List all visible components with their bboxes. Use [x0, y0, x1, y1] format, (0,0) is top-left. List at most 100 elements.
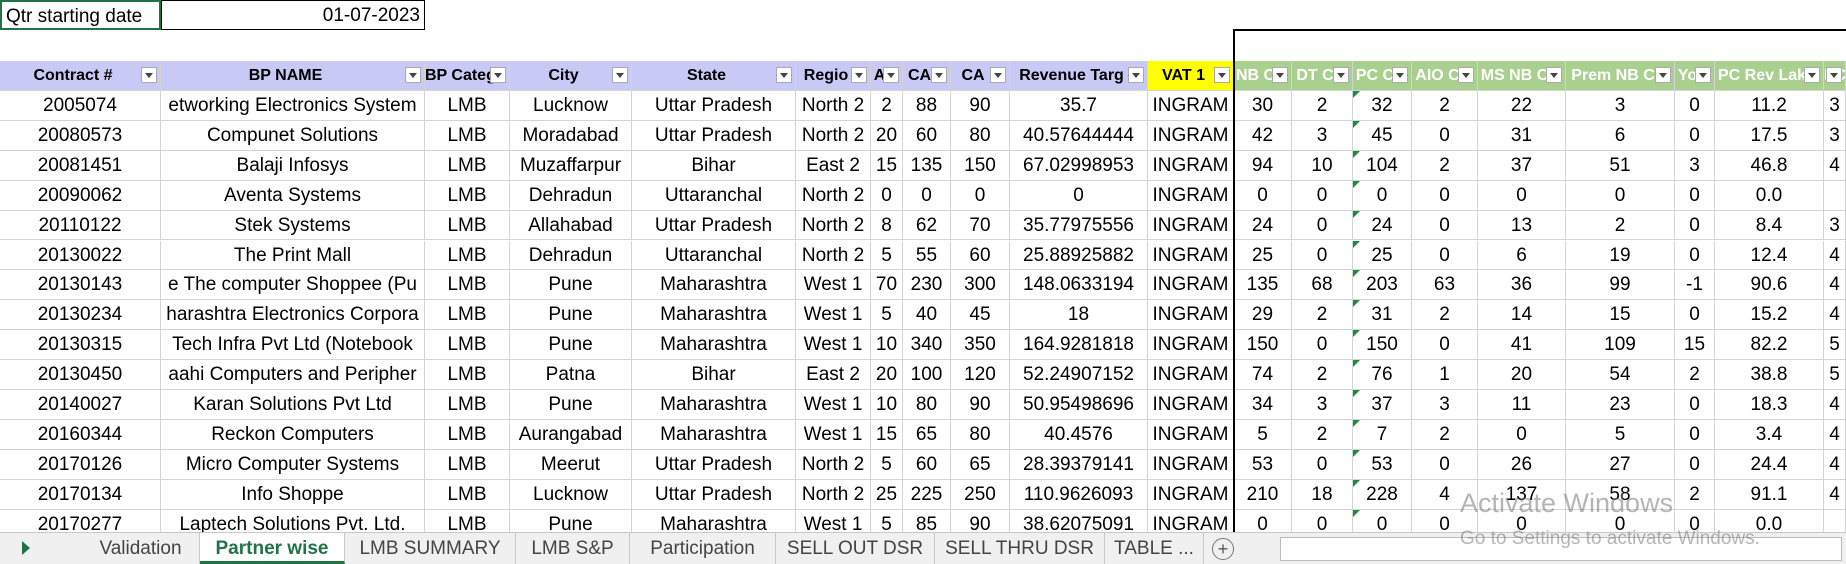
- cell[interactable]: 22: [1478, 91, 1566, 121]
- cell[interactable]: 0: [1675, 180, 1715, 211]
- cell[interactable]: 300: [951, 270, 1010, 301]
- cell[interactable]: North 2: [796, 180, 871, 211]
- cell[interactable]: 82.2: [1715, 330, 1824, 361]
- cell[interactable]: 65: [951, 449, 1010, 480]
- cell[interactable]: 15: [1675, 330, 1715, 361]
- cell[interactable]: 0: [1675, 509, 1715, 532]
- cell[interactable]: Maharashtra: [632, 300, 796, 331]
- cell[interactable]: 80: [903, 390, 951, 420]
- cell[interactable]: 2: [1412, 419, 1478, 450]
- cell[interactable]: 45: [1353, 120, 1412, 151]
- column-header[interactable]: CA: [951, 61, 1010, 91]
- cell[interactable]: 2: [871, 91, 903, 121]
- cell[interactable]: 68: [1292, 270, 1353, 301]
- cell[interactable]: Dehradun: [510, 240, 632, 271]
- cell[interactable]: 15: [1566, 300, 1675, 331]
- cell[interactable]: 90: [951, 509, 1010, 532]
- cell[interactable]: 3: [1824, 210, 1846, 241]
- cell[interactable]: 18: [1292, 479, 1353, 510]
- cell[interactable]: 1: [1412, 360, 1478, 390]
- cell[interactable]: LMB: [425, 210, 510, 241]
- cell[interactable]: Uttar Pradesh: [632, 91, 796, 121]
- sheet-tab[interactable]: TABLE ...: [1105, 533, 1204, 564]
- cell[interactable]: 20170126: [0, 449, 161, 480]
- cell[interactable]: 23: [1566, 390, 1675, 420]
- date-cell[interactable]: 01-07-2023: [161, 0, 425, 30]
- cell[interactable]: 55: [903, 240, 951, 271]
- cell[interactable]: 20130450: [0, 360, 161, 390]
- cell[interactable]: 0: [1675, 210, 1715, 241]
- filter-button[interactable]: [1333, 67, 1349, 83]
- cell[interactable]: 53: [1353, 449, 1412, 480]
- cell[interactable]: 40: [903, 300, 951, 331]
- cell[interactable]: 31: [1478, 120, 1566, 151]
- cell[interactable]: 3: [1824, 120, 1846, 151]
- cell[interactable]: 0: [1412, 120, 1478, 151]
- cell[interactable]: West 1: [796, 390, 871, 420]
- cell[interactable]: 0.0: [1715, 509, 1824, 532]
- cell[interactable]: 164.9281818: [1010, 330, 1148, 361]
- cell[interactable]: 5: [1824, 330, 1846, 361]
- column-header[interactable]: PC Rev Lak: [1715, 61, 1824, 91]
- column-header[interactable]: BP Categ: [425, 61, 510, 91]
- cell[interactable]: 19: [1566, 240, 1675, 271]
- cell[interactable]: 52.24907152: [1010, 360, 1148, 390]
- sheet-tab[interactable]: LMB S&P: [516, 533, 630, 564]
- cell[interactable]: Maharashtra: [632, 270, 796, 301]
- cell[interactable]: LMB: [425, 300, 510, 331]
- column-header[interactable]: MS NB C: [1478, 61, 1566, 91]
- cell[interactable]: INGRAM: [1148, 449, 1234, 480]
- filter-button[interactable]: [1804, 67, 1820, 83]
- cell[interactable]: 38.62075091: [1010, 509, 1148, 532]
- cell[interactable]: Micro Computer Systems: [161, 449, 425, 480]
- cell[interactable]: Maharashtra: [632, 330, 796, 361]
- cell[interactable]: 2: [1675, 360, 1715, 390]
- cell[interactable]: 148.0633194: [1010, 270, 1148, 301]
- filter-button[interactable]: [405, 67, 421, 83]
- column-header[interactable]: NB C: [1234, 61, 1292, 91]
- cell[interactable]: 203: [1353, 270, 1412, 301]
- filter-button[interactable]: [851, 67, 867, 83]
- cell[interactable]: 0: [951, 180, 1010, 211]
- cell[interactable]: 0: [1412, 240, 1478, 271]
- cell[interactable]: 24.4: [1715, 449, 1824, 480]
- cell[interactable]: INGRAM: [1148, 270, 1234, 301]
- cell[interactable]: INGRAM: [1148, 150, 1234, 181]
- cell[interactable]: 0: [1412, 449, 1478, 480]
- cell[interactable]: INGRAM: [1148, 330, 1234, 361]
- cell[interactable]: 20: [1478, 360, 1566, 390]
- cell[interactable]: 2: [1412, 150, 1478, 181]
- cell[interactable]: 137: [1478, 479, 1566, 510]
- cell[interactable]: LMB: [425, 240, 510, 271]
- cell[interactable]: 0: [1675, 240, 1715, 271]
- cell[interactable]: 35.77975556: [1010, 210, 1148, 241]
- cell[interactable]: 20: [871, 360, 903, 390]
- filter-button[interactable]: [1128, 67, 1144, 83]
- cell[interactable]: 4: [1824, 150, 1846, 181]
- cell[interactable]: 0: [1234, 509, 1292, 532]
- cell[interactable]: LMB: [425, 479, 510, 510]
- cell[interactable]: West 1: [796, 330, 871, 361]
- cell[interactable]: [1824, 180, 1846, 211]
- cell[interactable]: 4: [1824, 479, 1846, 510]
- column-header[interactable]: Contract #: [0, 61, 161, 91]
- cell[interactable]: 5: [1566, 419, 1675, 450]
- cell[interactable]: Maharashtra: [632, 419, 796, 450]
- filter-button[interactable]: [1655, 67, 1671, 83]
- column-header[interactable]: City: [510, 61, 632, 91]
- cell[interactable]: 25: [871, 479, 903, 510]
- column-header[interactable]: PC C: [1353, 61, 1412, 91]
- filter-button[interactable]: [1695, 67, 1711, 83]
- column-header[interactable]: AIO C: [1412, 61, 1478, 91]
- cell[interactable]: 37: [1353, 390, 1412, 420]
- cell[interactable]: 42: [1234, 120, 1292, 151]
- column-header[interactable]: A: [871, 61, 903, 91]
- cell[interactable]: 0: [1675, 91, 1715, 121]
- cell[interactable]: The Print Mall: [161, 240, 425, 271]
- cell[interactable]: harashtra Electronics Corpora: [161, 300, 425, 331]
- cell[interactable]: 11: [1478, 390, 1566, 420]
- cell[interactable]: 25: [1353, 240, 1412, 271]
- cell[interactable]: 135: [903, 150, 951, 181]
- cell[interactable]: 2: [1675, 479, 1715, 510]
- cell[interactable]: 14: [1478, 300, 1566, 331]
